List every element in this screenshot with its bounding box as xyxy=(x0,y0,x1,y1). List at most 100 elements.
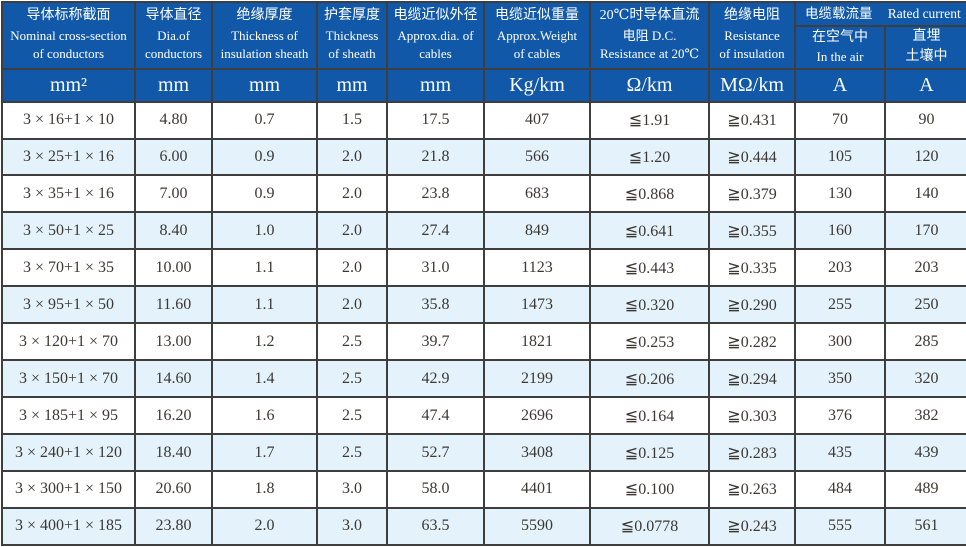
cell-sheath-thickness: 2.5 xyxy=(316,322,388,362)
table-row: 3 × 95+1 × 50 11.60 1.1 2.0 35.8 1473 ≦0… xyxy=(1,285,966,325)
cell-sheath-thickness: 2.0 xyxy=(316,285,388,325)
cell-current-buried: 489 xyxy=(884,469,966,509)
col-header-approx-diameter: 电缆近似外径 Approx.dia. of cables xyxy=(386,1,485,70)
col-header-cross-section-en2: of conductors xyxy=(32,46,105,62)
cell-current-buried: 140 xyxy=(884,174,966,214)
cell-insulation-thickness: 1.1 xyxy=(211,285,318,325)
cell-sheath-thickness: 2.0 xyxy=(316,137,388,177)
cell-approx-weight: 4401 xyxy=(483,469,591,509)
cell-diameter: 14.60 xyxy=(134,359,213,399)
col-header-diameter-en2: conductors xyxy=(144,46,203,62)
cell-current-buried: 250 xyxy=(884,285,966,325)
cell-dc-resistance: ≦0.100 xyxy=(589,469,710,509)
col-header-cross-section-en1: Nominal cross-section xyxy=(10,27,127,43)
cell-dc-resistance: ≦1.20 xyxy=(589,137,710,177)
cell-sheath-thickness: 2.0 xyxy=(316,211,388,251)
cell-insulation-thickness: 0.9 xyxy=(211,174,318,214)
cell-current-buried: 285 xyxy=(884,322,966,362)
header-row-main: 导体标称截面 Nominal cross-section of conducto… xyxy=(1,1,966,70)
cell-dc-resistance: ≦0.253 xyxy=(589,322,710,362)
cell-diameter: 13.00 xyxy=(134,322,213,362)
col-header-sheath-thickness-en1: Thickness xyxy=(325,27,379,43)
cell-current-buried: 203 xyxy=(884,248,966,288)
cell-insulation-thickness: 1.6 xyxy=(211,396,318,436)
cell-insulation-resistance: ≧0.283 xyxy=(708,433,796,472)
col-header-insulation-resistance-en2: of insulation xyxy=(719,46,785,62)
cell-insulation-resistance: ≧0.263 xyxy=(708,469,796,509)
cell-cross-section: 3 × 120+1 × 70 xyxy=(1,322,136,362)
cell-dc-resistance: ≦0.0778 xyxy=(589,506,710,547)
cell-diameter: 7.00 xyxy=(134,174,213,214)
cell-dc-resistance: ≦0.320 xyxy=(589,285,710,325)
col-header-insulation-thickness-en2: insulation sheath xyxy=(220,46,309,62)
unit-diameter: mm xyxy=(134,67,213,103)
unit-insulation-thickness: mm xyxy=(211,67,318,103)
col-header-approx-weight-zh: 电缆近似重量 xyxy=(495,8,579,24)
cell-approx-diameter: 42.9 xyxy=(386,359,485,399)
col-group-rated-current: 电缆载流量 Rated current xyxy=(794,1,966,27)
col-header-current-in-air-zh: 在空气中 xyxy=(812,29,868,45)
col-header-insulation-thickness-en1: Thickness of xyxy=(231,27,298,43)
cell-current-in-air: 300 xyxy=(794,322,886,362)
col-header-current-in-air-en: In the air xyxy=(816,49,864,65)
cell-insulation-thickness: 2.0 xyxy=(211,506,318,547)
cell-insulation-thickness: 0.7 xyxy=(211,100,318,140)
col-header-approx-weight-en2: of cables xyxy=(513,46,561,62)
cell-current-buried: 382 xyxy=(884,396,966,436)
col-header-current-buried: 直埋 土壤中 xyxy=(884,25,966,70)
cell-approx-weight: 3408 xyxy=(483,433,591,472)
cell-diameter: 18.40 xyxy=(134,433,213,472)
cell-current-in-air: 160 xyxy=(794,211,886,251)
table-row: 3 × 185+1 × 95 16.20 1.6 2.5 47.4 2696 ≦… xyxy=(1,396,966,436)
cell-current-in-air: 435 xyxy=(794,433,886,472)
col-header-dc-resistance-zh: 20℃时导体直流 xyxy=(599,8,700,24)
cell-dc-resistance: ≦0.125 xyxy=(589,433,710,472)
cell-current-in-air: 203 xyxy=(794,248,886,288)
cell-insulation-resistance: ≧0.303 xyxy=(708,396,796,436)
col-header-insulation-thickness: 绝缘厚度 Thickness of insulation sheath xyxy=(211,1,318,70)
cell-approx-weight: 849 xyxy=(483,211,591,251)
cell-approx-diameter: 31.0 xyxy=(386,248,485,288)
col-header-approx-weight: 电缆近似重量 Approx.Weight of cables xyxy=(483,1,591,70)
col-header-cross-section-zh: 导体标称截面 xyxy=(26,8,111,24)
cell-approx-diameter: 35.8 xyxy=(386,285,485,325)
cell-sheath-thickness: 2.0 xyxy=(316,174,388,214)
cell-insulation-thickness: 1.0 xyxy=(211,211,318,251)
cell-approx-weight: 407 xyxy=(483,100,591,140)
cell-cross-section: 3 × 35+1 × 16 xyxy=(1,174,136,214)
table-row: 3 × 70+1 × 35 10.00 1.1 2.0 31.0 1123 ≦0… xyxy=(1,248,966,288)
cell-insulation-resistance: ≧0.444 xyxy=(708,137,796,177)
cell-approx-weight: 5590 xyxy=(483,506,591,547)
cell-sheath-thickness: 2.5 xyxy=(316,396,388,436)
cell-diameter: 16.20 xyxy=(134,396,213,436)
col-header-insulation-resistance-zh: 绝缘电阻 xyxy=(724,8,780,24)
cell-current-buried: 439 xyxy=(884,433,966,472)
col-header-insulation-resistance-en1: Resistance xyxy=(724,27,780,43)
cell-approx-diameter: 21.8 xyxy=(386,137,485,177)
cell-approx-weight: 683 xyxy=(483,174,591,214)
cell-current-in-air: 130 xyxy=(794,174,886,214)
col-header-approx-diameter-en2: cables xyxy=(419,46,452,62)
col-header-cross-section: 导体标称截面 Nominal cross-section of conducto… xyxy=(1,1,136,70)
units-row: mm² mm mm mm mm Kg/km Ω/km MΩ/km A A xyxy=(1,67,966,103)
cell-diameter: 10.00 xyxy=(134,248,213,288)
cell-approx-diameter: 39.7 xyxy=(386,322,485,362)
cell-current-buried: 120 xyxy=(884,137,966,177)
cell-dc-resistance: ≦1.91 xyxy=(589,100,710,140)
cell-approx-weight: 566 xyxy=(483,137,591,177)
cell-current-buried: 561 xyxy=(884,506,966,547)
cell-cross-section: 3 × 95+1 × 50 xyxy=(1,285,136,325)
cell-diameter: 20.60 xyxy=(134,469,213,509)
cell-insulation-thickness: 1.4 xyxy=(211,359,318,399)
cell-current-in-air: 105 xyxy=(794,137,886,177)
col-header-current-buried-line1: 直埋 xyxy=(912,29,941,44)
unit-approx-weight: Kg/km xyxy=(483,67,591,103)
cell-sheath-thickness: 3.0 xyxy=(316,469,388,509)
cell-dc-resistance: ≦0.641 xyxy=(589,211,710,251)
cell-diameter: 8.40 xyxy=(134,211,213,251)
unit-sheath-thickness: mm xyxy=(316,67,388,103)
cell-approx-weight: 1123 xyxy=(483,248,591,288)
cell-cross-section: 3 × 150+1 × 70 xyxy=(1,359,136,399)
col-header-current-buried-line2: 土壤中 xyxy=(905,49,948,65)
